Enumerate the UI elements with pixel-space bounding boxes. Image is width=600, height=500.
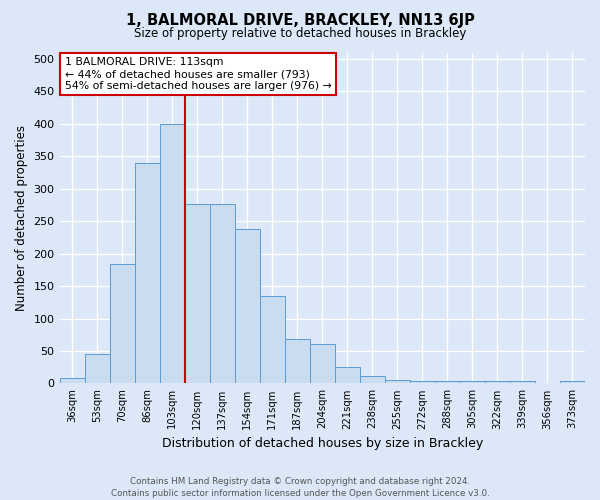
Bar bbox=[310, 344, 335, 384]
Bar bbox=[385, 380, 410, 384]
X-axis label: Distribution of detached houses by size in Brackley: Distribution of detached houses by size … bbox=[161, 437, 483, 450]
Bar bbox=[160, 124, 185, 384]
Bar bbox=[335, 367, 360, 384]
Bar bbox=[235, 229, 260, 384]
Text: 1, BALMORAL DRIVE, BRACKLEY, NN13 6JP: 1, BALMORAL DRIVE, BRACKLEY, NN13 6JP bbox=[125, 12, 475, 28]
Bar bbox=[85, 354, 110, 384]
Bar bbox=[560, 381, 585, 384]
Bar bbox=[435, 382, 460, 384]
Bar bbox=[360, 376, 385, 384]
Bar bbox=[285, 340, 310, 384]
Bar bbox=[460, 382, 485, 384]
Text: 1 BALMORAL DRIVE: 113sqm
← 44% of detached houses are smaller (793)
54% of semi-: 1 BALMORAL DRIVE: 113sqm ← 44% of detach… bbox=[65, 58, 332, 90]
Bar bbox=[134, 163, 160, 384]
Text: Contains HM Land Registry data © Crown copyright and database right 2024.
Contai: Contains HM Land Registry data © Crown c… bbox=[110, 476, 490, 498]
Bar bbox=[485, 382, 510, 384]
Bar bbox=[260, 296, 285, 384]
Bar bbox=[535, 383, 560, 384]
Text: Size of property relative to detached houses in Brackley: Size of property relative to detached ho… bbox=[134, 28, 466, 40]
Y-axis label: Number of detached properties: Number of detached properties bbox=[15, 125, 28, 311]
Bar bbox=[185, 204, 209, 384]
Bar bbox=[410, 381, 435, 384]
Bar bbox=[59, 378, 85, 384]
Bar bbox=[510, 382, 535, 384]
Bar bbox=[110, 264, 134, 384]
Bar bbox=[209, 204, 235, 384]
